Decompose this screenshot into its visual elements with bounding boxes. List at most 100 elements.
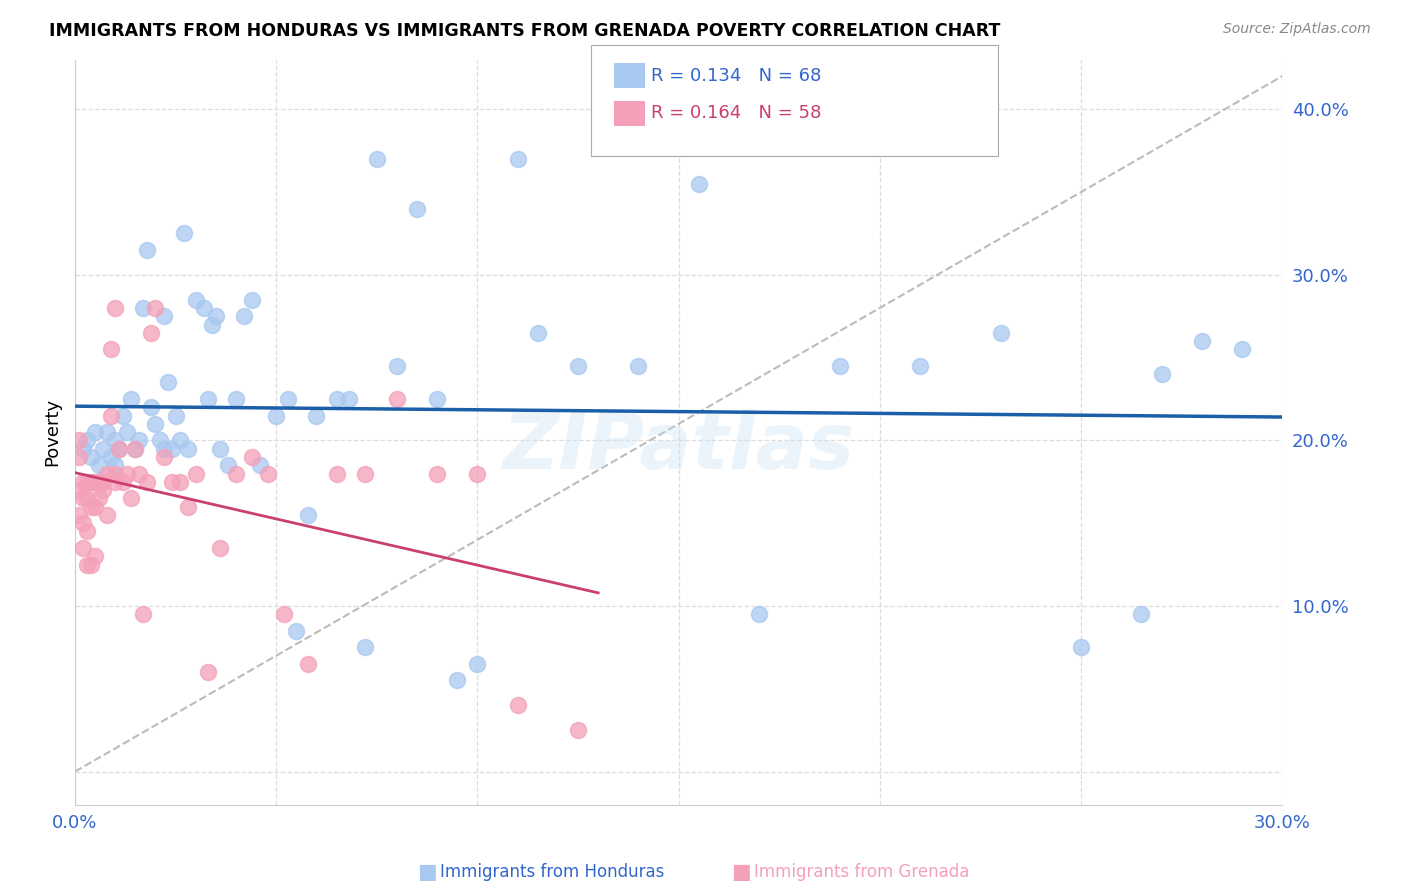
- Point: [506, 152, 529, 166]
- Point: [748, 607, 770, 622]
- Point: [80, 558, 103, 572]
- Point: [406, 202, 429, 216]
- Point: [249, 458, 271, 473]
- Point: [446, 673, 468, 688]
- Point: [567, 359, 589, 373]
- Point: [160, 442, 183, 456]
- Point: [104, 475, 127, 489]
- Point: [264, 409, 287, 423]
- Point: [76, 475, 98, 489]
- Point: [84, 475, 107, 489]
- Point: [145, 301, 167, 315]
- Point: [72, 541, 94, 555]
- Point: [120, 392, 142, 406]
- Point: [100, 409, 122, 423]
- Point: [76, 491, 98, 506]
- Point: [67, 483, 90, 497]
- Point: [96, 467, 118, 481]
- Point: [100, 343, 122, 357]
- Point: [688, 177, 710, 191]
- Point: [80, 450, 103, 464]
- Point: [385, 392, 408, 406]
- Point: [128, 434, 150, 448]
- Point: [173, 227, 195, 241]
- Point: [156, 376, 179, 390]
- Point: [1191, 334, 1213, 348]
- Point: [169, 475, 191, 489]
- Point: [526, 326, 548, 340]
- Point: [217, 458, 239, 473]
- Point: [136, 243, 159, 257]
- Text: ■: ■: [731, 863, 751, 882]
- Point: [325, 392, 347, 406]
- Point: [148, 434, 170, 448]
- Point: [124, 442, 146, 456]
- Point: [112, 475, 135, 489]
- Point: [136, 475, 159, 489]
- Point: [117, 425, 139, 439]
- Point: [132, 301, 155, 315]
- Point: [76, 524, 98, 539]
- Point: [467, 657, 489, 671]
- Text: R = 0.134   N = 68: R = 0.134 N = 68: [651, 67, 821, 85]
- Point: [152, 442, 174, 456]
- Point: [100, 450, 122, 464]
- Text: ■: ■: [418, 863, 437, 882]
- Point: [112, 409, 135, 423]
- Point: [120, 491, 142, 506]
- Point: [828, 359, 851, 373]
- Point: [80, 500, 103, 514]
- Point: [91, 442, 114, 456]
- Point: [366, 152, 388, 166]
- Point: [506, 698, 529, 713]
- Point: [208, 541, 231, 555]
- Text: Source: ZipAtlas.com: Source: ZipAtlas.com: [1223, 22, 1371, 37]
- Point: [305, 409, 328, 423]
- Point: [325, 467, 347, 481]
- Point: [89, 458, 111, 473]
- Point: [96, 425, 118, 439]
- Point: [96, 508, 118, 522]
- Point: [467, 467, 489, 481]
- Point: [297, 508, 319, 522]
- Point: [72, 442, 94, 456]
- Point: [91, 483, 114, 497]
- Point: [197, 392, 219, 406]
- Point: [132, 607, 155, 622]
- Point: [176, 442, 198, 456]
- Point: [152, 450, 174, 464]
- Point: [160, 475, 183, 489]
- Point: [1130, 607, 1153, 622]
- Point: [108, 442, 131, 456]
- Point: [128, 467, 150, 481]
- Point: [1070, 640, 1092, 655]
- Point: [184, 293, 207, 307]
- Point: [72, 475, 94, 489]
- Point: [91, 475, 114, 489]
- Point: [908, 359, 931, 373]
- Point: [89, 491, 111, 506]
- Point: [67, 434, 90, 448]
- Point: [193, 301, 215, 315]
- Point: [225, 392, 247, 406]
- Point: [233, 310, 256, 324]
- Text: IMMIGRANTS FROM HONDURAS VS IMMIGRANTS FROM GRENADA POVERTY CORRELATION CHART: IMMIGRANTS FROM HONDURAS VS IMMIGRANTS F…: [49, 22, 1001, 40]
- Point: [104, 434, 127, 448]
- Point: [169, 434, 191, 448]
- Point: [72, 491, 94, 506]
- Point: [1150, 367, 1173, 381]
- Point: [205, 310, 228, 324]
- Point: [353, 467, 375, 481]
- Point: [257, 467, 280, 481]
- Point: [108, 442, 131, 456]
- Text: Immigrants from Grenada: Immigrants from Grenada: [754, 863, 969, 881]
- Point: [426, 392, 449, 406]
- Text: R = 0.164   N = 58: R = 0.164 N = 58: [651, 104, 821, 122]
- Point: [353, 640, 375, 655]
- Point: [141, 401, 163, 415]
- Point: [225, 467, 247, 481]
- Point: [990, 326, 1012, 340]
- Point: [67, 450, 90, 464]
- Point: [141, 326, 163, 340]
- Point: [285, 624, 308, 638]
